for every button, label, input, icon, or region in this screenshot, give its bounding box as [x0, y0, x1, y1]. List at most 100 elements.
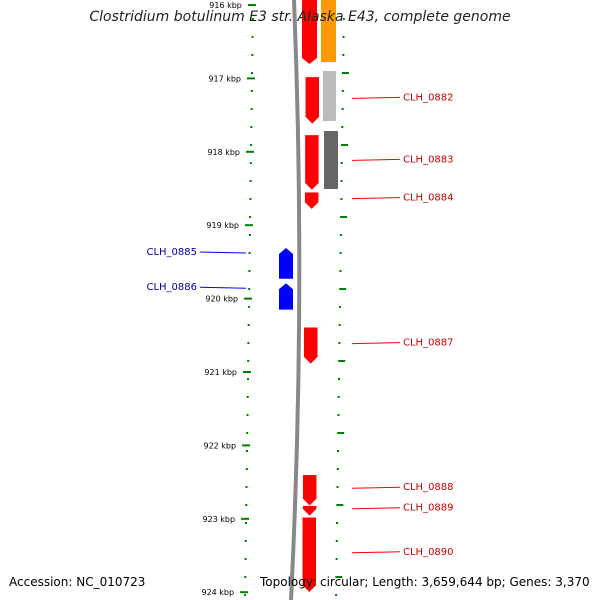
scale-label: 919 kbp — [206, 221, 239, 230]
gene-label[interactable]: CLH_0884 — [403, 193, 454, 204]
scale-tick — [246, 150, 254, 153]
right-dot — [336, 486, 339, 488]
scale-label: 917 kbp — [208, 74, 241, 83]
scale-tick — [245, 224, 253, 227]
dark-gray-feature — [324, 131, 338, 189]
left-dot — [251, 36, 254, 38]
gene-label-leader — [199, 286, 247, 289]
left-dot — [250, 144, 253, 146]
left-dot — [249, 198, 252, 200]
forward-gene-arrow[interactable] — [305, 76, 320, 125]
forward-gene-arrow[interactable] — [302, 474, 317, 506]
right-dot — [338, 378, 340, 380]
left-dot-column — [244, 18, 254, 596]
scale-ruler: 916 kbp 917 kbp 918 kbp 919 kbp 920 kbp 921 k… — [201, 1, 256, 597]
accession-text: Accession: NC_010723 — [9, 575, 146, 589]
right-dot-column — [335, 18, 349, 596]
scale-label: 918 kbp — [207, 148, 240, 157]
forward-gene-arrow[interactable] — [304, 134, 320, 191]
right-tick — [337, 432, 345, 434]
right-dot — [342, 18, 345, 20]
forward-gene-arrow[interactable] — [302, 517, 317, 593]
right-tick — [340, 216, 348, 218]
left-dot — [249, 180, 252, 182]
right-dot — [336, 468, 339, 470]
forward-gene-partial-tip — [302, 58, 317, 64]
right-dot — [335, 594, 338, 596]
left-dot — [246, 396, 249, 398]
gene-label-leader — [199, 251, 247, 254]
left-dot — [245, 468, 248, 470]
left-dot — [247, 378, 249, 380]
gene-label[interactable]: CLH_0883 — [403, 154, 454, 165]
scale-tick — [247, 77, 255, 80]
right-dot — [341, 90, 344, 92]
left-dot — [245, 504, 248, 506]
right-dot — [335, 540, 338, 542]
scale-tick — [247, 4, 256, 6]
right-dot — [339, 270, 342, 272]
left-dot — [247, 360, 250, 362]
left-dot — [249, 216, 252, 218]
topology-text: Topology: circular; Length: 3,659,644 bp… — [260, 575, 590, 589]
right-dot — [338, 324, 341, 326]
right-tick — [341, 144, 349, 146]
scale-tick — [243, 371, 251, 373]
right-dot — [340, 198, 343, 200]
scale-label: 922 kbp — [203, 441, 236, 450]
left-dot — [248, 252, 251, 254]
scale-tick — [242, 444, 251, 447]
scale-label: 923 kbp — [202, 515, 235, 524]
left-dot — [250, 108, 253, 110]
right-dot — [335, 558, 338, 560]
left-dot — [244, 540, 247, 542]
forward-gene-partial — [302, 0, 317, 58]
top-partial-features — [302, 0, 336, 64]
left-dot — [246, 432, 249, 434]
forward-gene-arrow[interactable] — [303, 326, 318, 365]
left-dot — [247, 324, 250, 326]
gene-label-leader — [351, 158, 401, 161]
reverse-gene-arrow[interactable] — [279, 248, 293, 279]
left-dot — [244, 576, 247, 578]
light-gray-feature — [323, 71, 336, 121]
genes-track — [279, 76, 320, 593]
right-dot — [337, 414, 340, 416]
gene-label-leader — [351, 96, 401, 99]
orange-feature — [321, 0, 336, 62]
right-dot — [336, 522, 338, 524]
forward-gene-arrow[interactable] — [304, 191, 319, 210]
right-dot — [338, 306, 341, 308]
right-tick — [335, 576, 343, 578]
right-dot — [338, 342, 341, 344]
scale-tick — [240, 591, 249, 594]
right-dot — [342, 54, 345, 56]
gene-label[interactable]: CLH_0888 — [403, 482, 454, 493]
right-tick — [338, 360, 346, 362]
gene-label[interactable]: CLH_0890 — [403, 547, 454, 558]
gene-label[interactable]: CLH_0882 — [403, 92, 454, 103]
gene-label-leader — [351, 197, 401, 200]
right-dot — [337, 450, 339, 452]
gene-label-leader — [351, 342, 401, 345]
forward-gene-arrow[interactable] — [302, 505, 317, 517]
scale-tick — [244, 297, 252, 300]
right-dot — [340, 180, 343, 182]
right-dot — [340, 162, 343, 164]
scale-label: 924 kbp — [201, 588, 234, 597]
gene-label[interactable]: CLH_0889 — [403, 503, 454, 514]
right-tick — [342, 72, 349, 74]
right-dot — [339, 234, 342, 236]
left-dot — [250, 126, 253, 128]
gene-label[interactable]: CLH_0886 — [146, 282, 197, 293]
gene-label[interactable]: CLH_0887 — [403, 338, 454, 349]
left-dot — [248, 234, 251, 236]
gene-label-leader — [351, 551, 401, 554]
left-dot — [244, 594, 247, 596]
gene-label[interactable]: CLH_0885 — [146, 247, 197, 258]
gene-label-leader — [351, 486, 401, 489]
right-dot — [341, 126, 344, 128]
scale-label: 921 kbp — [204, 368, 237, 377]
reverse-gene-arrow[interactable] — [279, 283, 293, 310]
